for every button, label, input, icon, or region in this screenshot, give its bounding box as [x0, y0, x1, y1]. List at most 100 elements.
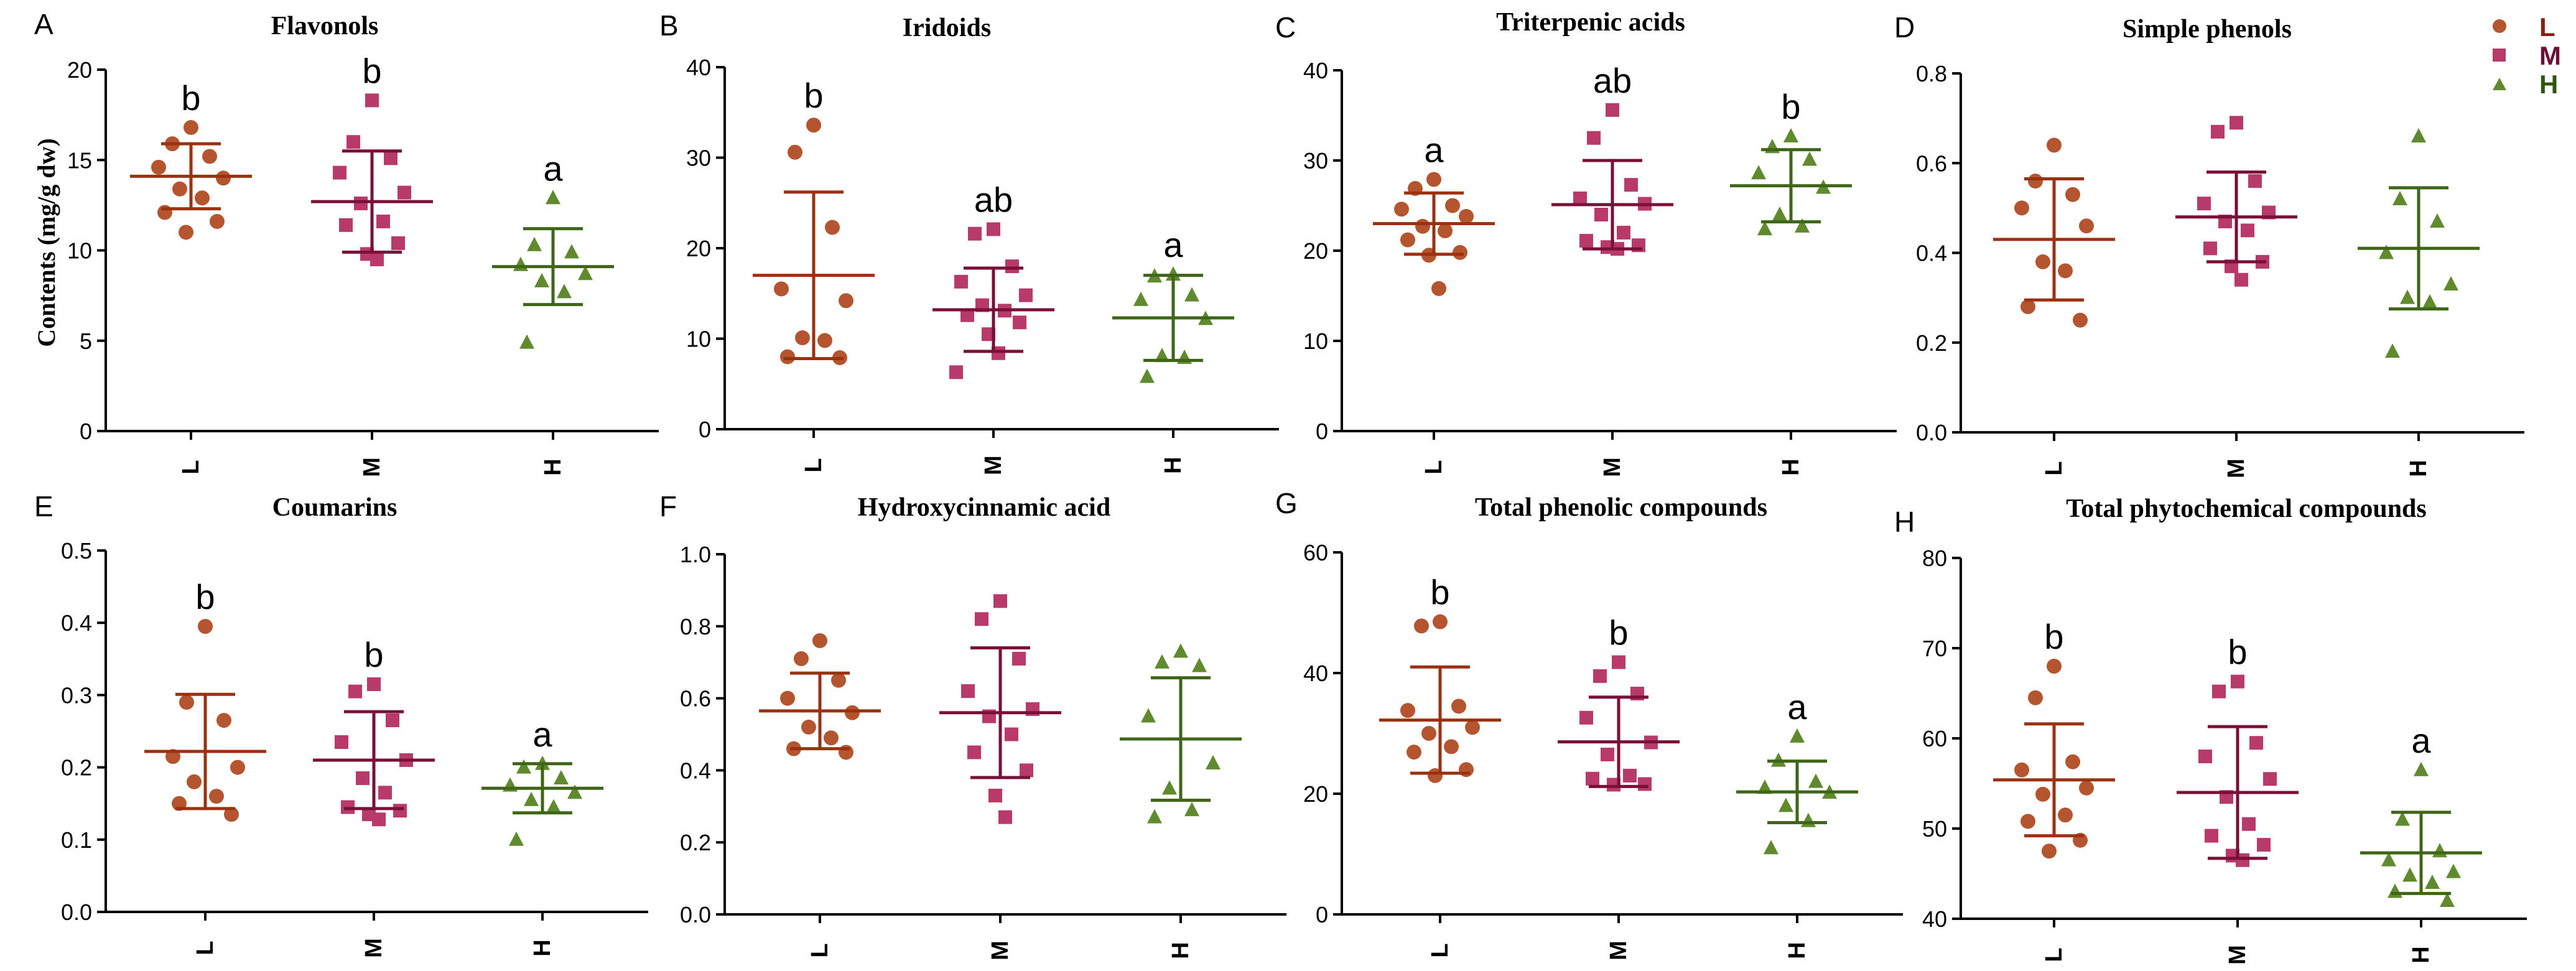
panel-title-hydroxycinnamic-acid: Hydroxycinnamic acid — [858, 493, 1110, 522]
significance-letter-m: ab — [974, 180, 1013, 219]
y-tick-label: 20 — [1303, 781, 1328, 807]
data-point-l — [2058, 807, 2073, 823]
x-tick-label-m: M — [2225, 945, 2251, 965]
data-point-h — [1141, 708, 1156, 723]
data-point-l — [195, 190, 210, 206]
data-point-m — [339, 218, 353, 232]
data-point-h — [1184, 802, 1199, 817]
data-point-h — [1790, 728, 1805, 743]
significance-letter-l: b — [2044, 617, 2063, 656]
data-point-l — [795, 330, 810, 346]
significance-letter-l: b — [804, 76, 823, 115]
y-tick-label: 0.0 — [680, 902, 711, 927]
data-point-m — [2212, 684, 2226, 699]
y-tick-label: 0.4 — [680, 758, 711, 783]
data-point-m — [2263, 772, 2277, 786]
data-point-m — [949, 365, 963, 379]
data-point-m — [998, 810, 1012, 824]
data-point-h — [554, 770, 569, 785]
x-tick-label-h: H — [1784, 942, 1810, 959]
legend-label-h: H — [2539, 70, 2558, 99]
data-point-m — [1579, 710, 1593, 725]
y-tick-label: 40 — [1303, 661, 1328, 686]
data-point-h — [546, 799, 561, 814]
data-point-m — [348, 684, 362, 699]
data-point-l — [801, 719, 816, 735]
y-tick-label: 60 — [1303, 540, 1328, 565]
data-point-m — [378, 786, 392, 800]
data-point-m — [356, 771, 370, 786]
data-point-m — [2234, 272, 2248, 287]
y-tick-label: 10 — [67, 238, 92, 264]
data-point-h — [1155, 348, 1169, 363]
y-tick-label: 1.0 — [680, 542, 711, 567]
x-tick-label-l: L — [1427, 943, 1453, 957]
panel-d: D Simple phenols 0.0 0.2 0.4 0.6 0.8 L M H — [1894, 11, 2524, 478]
data-point-l — [1415, 218, 1430, 234]
data-point-l — [2014, 200, 2029, 216]
data-point-h — [2432, 843, 2447, 858]
data-point-l — [184, 119, 198, 135]
data-point-l — [179, 225, 193, 240]
significance-letter-h: b — [1781, 87, 1800, 126]
data-point-h — [2402, 867, 2417, 882]
panel-letter: B — [659, 9, 679, 42]
data-point-l — [172, 181, 187, 197]
data-point-h — [567, 784, 582, 799]
y-tick-label: 40 — [1922, 906, 1947, 932]
data-point-l — [788, 144, 802, 160]
data-point-h — [2388, 883, 2402, 898]
data-point-l — [1421, 726, 1436, 741]
data-point-l — [839, 293, 853, 309]
data-point-l — [2079, 780, 2094, 796]
data-point-h — [513, 256, 528, 271]
y-tick-label: 0.2 — [680, 830, 711, 855]
data-point-m — [2203, 241, 2217, 256]
data-point-l — [2035, 254, 2050, 269]
x-tick-label-l: L — [1421, 460, 1447, 474]
data-point-l — [2047, 137, 2062, 153]
significance-letter-h: a — [543, 149, 563, 188]
data-point-m — [961, 684, 975, 699]
y-tick-label: 0.0 — [1916, 420, 1947, 445]
data-point-l — [1407, 745, 1421, 760]
data-point-h — [1155, 654, 1169, 669]
data-point-m — [1020, 763, 1033, 778]
data-point-l — [1414, 618, 1429, 634]
data-point-m — [1594, 208, 1608, 221]
data-point-h — [578, 266, 593, 281]
data-point-l — [216, 713, 231, 728]
data-point-h — [2381, 852, 2396, 866]
data-point-h — [1779, 797, 1793, 812]
panel-e: E Coumarins 0.0 0.1 0.2 0.3 0.4 0.5 Lb Mb Ha — [34, 490, 648, 958]
panel-c: C Triterpenic acids 0 10 20 30 40 La Mab Hb — [1275, 8, 1897, 477]
x-tick-label-h: H — [2406, 460, 2432, 476]
data-point-h — [2443, 276, 2458, 290]
data-point-h — [1184, 287, 1199, 302]
x-tick-label-m: M — [1599, 457, 1625, 477]
x-tick-label-m: M — [980, 455, 1007, 475]
data-point-l — [151, 159, 166, 175]
data-point-l — [817, 333, 832, 348]
y-tick-label: 70 — [1922, 636, 1947, 661]
data-point-m — [367, 677, 381, 691]
data-point-h — [516, 759, 531, 774]
significance-letter-m: b — [2228, 633, 2247, 672]
data-point-h — [509, 831, 524, 846]
panel-letter: G — [1275, 487, 1298, 519]
data-point-h — [1206, 755, 1221, 769]
x-tick-label-l: L — [807, 943, 833, 957]
data-point-l — [2047, 659, 2062, 674]
data-point-h — [2446, 863, 2461, 878]
data-point-h — [1783, 128, 1798, 142]
data-point-l — [2028, 690, 2043, 705]
y-tick-label: 0.3 — [61, 682, 92, 708]
data-point-h — [1795, 218, 1810, 233]
data-point-l — [210, 214, 225, 230]
significance-letter-l: b — [195, 577, 215, 616]
significance-letter-h: a — [2411, 721, 2431, 760]
significance-letter-m: b — [1609, 613, 1628, 653]
significance-letter-h: a — [532, 715, 552, 754]
significance-letter-h: a — [1163, 225, 1183, 264]
y-tick-label: 0.8 — [1916, 61, 1947, 86]
